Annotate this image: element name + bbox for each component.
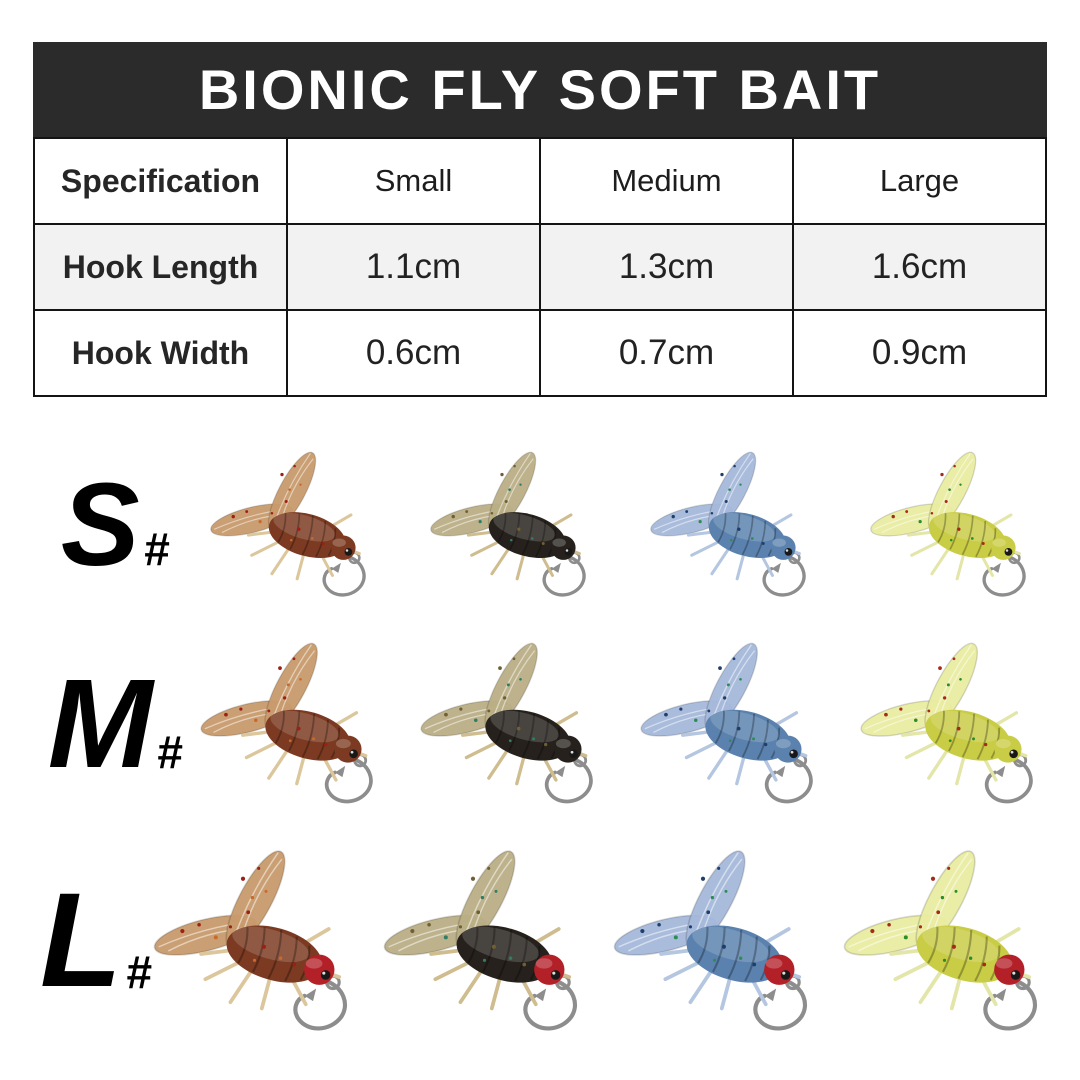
size-letter: L bbox=[40, 866, 122, 1016]
spec-header-row: Specification Small Medium Large bbox=[35, 139, 1045, 223]
spec-row-label: Hook Length bbox=[62, 248, 259, 285]
fly-image bbox=[850, 449, 1070, 601]
fly-small-brown bbox=[207, 449, 366, 597]
size-row-large: L # bbox=[40, 830, 1070, 1052]
spec-col-small: Small bbox=[286, 139, 539, 223]
fly-medium-black bbox=[417, 640, 593, 804]
size-letter: M bbox=[47, 652, 153, 794]
size-label-s: S # bbox=[40, 458, 190, 591]
fly-image bbox=[190, 449, 410, 601]
spec-value: 1.3cm bbox=[539, 225, 792, 309]
size-row-small: S # bbox=[40, 432, 1070, 618]
fly-large-blue bbox=[611, 847, 841, 1036]
size-hash-suffix: # bbox=[125, 945, 152, 998]
fly-image bbox=[611, 847, 841, 1036]
fly-small-blue bbox=[647, 449, 806, 597]
spec-row-hook-width: Hook Width 0.6cm 0.7cm 0.9cm bbox=[35, 309, 1045, 395]
fly-image bbox=[410, 449, 630, 601]
fly-image bbox=[190, 640, 410, 808]
fly-image bbox=[630, 449, 850, 601]
fly-large-yellow bbox=[841, 847, 1071, 1036]
fly-image bbox=[841, 847, 1071, 1036]
fly-image bbox=[151, 847, 381, 1036]
size-label-m: M # bbox=[40, 652, 190, 794]
spec-value: 0.7cm bbox=[539, 311, 792, 395]
fly-image bbox=[381, 847, 611, 1036]
spec-col-large: Large bbox=[792, 139, 1045, 223]
size-letter: S bbox=[60, 458, 140, 591]
spec-value: 1.6cm bbox=[792, 225, 1045, 309]
fly-small-yellow bbox=[867, 449, 1026, 597]
fly-image bbox=[850, 640, 1070, 808]
size-hash-suffix: # bbox=[156, 725, 183, 778]
spec-table: Specification Small Medium Large Hook Le… bbox=[33, 137, 1047, 397]
spec-value: 1.1cm bbox=[286, 225, 539, 309]
fly-image bbox=[630, 640, 850, 808]
fly-medium-brown bbox=[197, 640, 373, 804]
spec-col-medium: Medium bbox=[539, 139, 792, 223]
size-hash-suffix: # bbox=[143, 523, 170, 576]
spec-row-hook-length: Hook Length 1.1cm 1.3cm 1.6cm bbox=[35, 223, 1045, 309]
spec-row-label: Hook Width bbox=[71, 334, 250, 371]
fly-image bbox=[410, 640, 630, 808]
size-row-medium: M # bbox=[40, 618, 1070, 830]
spec-value: 0.6cm bbox=[286, 311, 539, 395]
page-title: BIONIC FLY SOFT BAIT bbox=[198, 58, 882, 121]
size-label-l: L # bbox=[40, 866, 152, 1016]
spec-col-specification: Specification bbox=[60, 162, 261, 199]
fly-small-black bbox=[427, 449, 586, 597]
fly-large-black bbox=[381, 847, 611, 1036]
fly-large-brown bbox=[151, 847, 381, 1036]
fly-medium-yellow bbox=[857, 640, 1033, 804]
header-banner: BIONIC FLY SOFT BAIT bbox=[33, 42, 1047, 137]
spec-value: 0.9cm bbox=[792, 311, 1045, 395]
fly-medium-blue bbox=[637, 640, 813, 804]
